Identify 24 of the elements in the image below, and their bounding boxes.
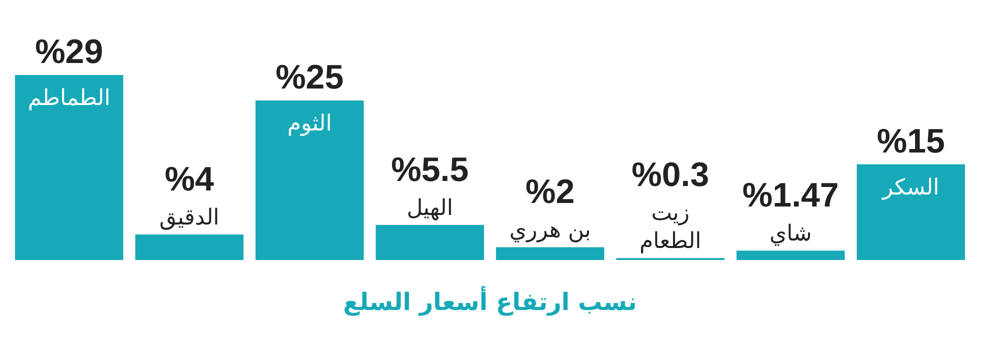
x-tick-label: الثوم	[287, 112, 332, 137]
x-tick-label: شاي	[769, 222, 812, 247]
data-label: %5.5	[391, 150, 469, 189]
x-tick-label: السكر	[882, 175, 940, 200]
bar	[856, 164, 965, 260]
bar	[496, 247, 604, 260]
data-label: %0.3	[632, 156, 710, 194]
data-label: %1.47	[742, 176, 839, 215]
bar	[135, 234, 244, 260]
bar	[256, 100, 364, 260]
text: نسب ارتفاع أسعار السلع	[343, 286, 637, 316]
x-tick-label: الهيل	[406, 196, 454, 221]
data-label: %2	[526, 173, 575, 212]
data-label: %4	[164, 160, 214, 198]
x-tick-label: الدقيق	[159, 205, 220, 230]
bar	[376, 224, 484, 260]
data-label: %29	[35, 33, 104, 71]
data-label: %15	[876, 122, 945, 160]
x-tick-label: الطماطم	[28, 86, 110, 111]
bar	[15, 75, 124, 260]
data-label: %25	[276, 58, 344, 97]
bar	[736, 250, 845, 260]
x-tick-label: زيت الطعام	[639, 201, 702, 254]
x-tick-label: بن هرري	[509, 218, 591, 244]
